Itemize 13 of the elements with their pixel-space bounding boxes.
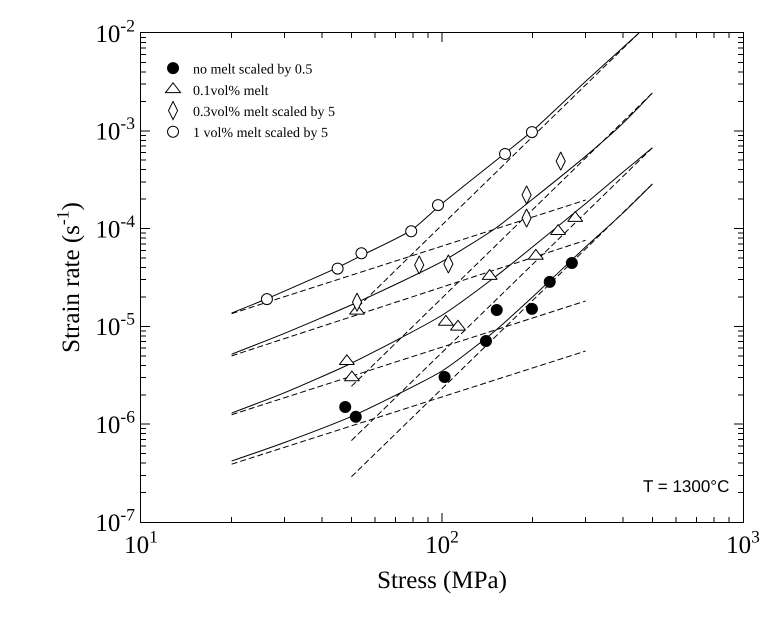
y-tick-label: 10$^{-4}$: [95, 210, 136, 244]
y-tick-label: 10$^{-2}$: [95, 15, 135, 48]
legend-label: 0.3vol% melt scaled by 5: [193, 105, 335, 120]
y-tick-label: 10$^{-6}$: [95, 406, 136, 439]
y-tick-label: 10$^{-3}$: [95, 113, 136, 146]
x-axis-title: Stress (MPa): [377, 567, 507, 594]
annotation: T = 1300°C: [643, 477, 730, 496]
legend-label: no melt scaled by 0.5: [193, 62, 312, 78]
x-tick-label: 10$^{3}$: [726, 526, 760, 559]
legend-label: 1 vol% melt scaled by 5: [193, 126, 328, 142]
x-tick-label: 10$^{2}$: [425, 526, 459, 559]
y-tick-label: 10$^{-5}$: [95, 308, 136, 342]
legend-label: 0.1vol% melt: [193, 84, 269, 99]
